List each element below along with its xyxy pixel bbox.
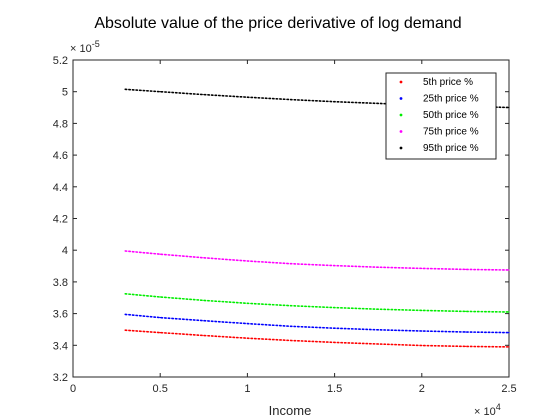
x-exponent-base: × 10 xyxy=(474,406,496,418)
y-tick-label: 4 xyxy=(62,245,68,257)
data-point xyxy=(421,267,423,270)
x-tick-label: 2 xyxy=(419,383,425,395)
legend-label: 50th price % xyxy=(423,110,479,121)
data-point xyxy=(290,325,292,327)
x-axis-title: Income xyxy=(269,403,312,418)
x-tick-label: 0 xyxy=(70,383,76,395)
data-point xyxy=(421,309,423,312)
data-point xyxy=(464,268,466,270)
data-point xyxy=(464,310,466,312)
data-point xyxy=(124,293,126,295)
data-point xyxy=(464,345,466,348)
legend-marker xyxy=(399,80,403,84)
data-point xyxy=(159,296,161,298)
x-axis: 0 0.5 1 1.5 2 2.5 xyxy=(70,60,517,395)
series-line xyxy=(124,250,510,271)
legend-box xyxy=(385,72,497,160)
series-layer xyxy=(124,88,510,348)
data-point xyxy=(334,341,336,344)
x-tick-label: 1.5 xyxy=(327,383,342,395)
x-tick-label: 0.5 xyxy=(153,383,168,395)
legend-label: 5th price % xyxy=(423,77,473,88)
legend-marker xyxy=(399,113,403,117)
y-tick-label: 4.8 xyxy=(53,118,68,130)
data-point xyxy=(290,99,292,101)
y-exponent-base: × 10 xyxy=(70,43,92,55)
legend-marker xyxy=(399,97,403,100)
series-line xyxy=(124,292,510,313)
y-tick-label: 5 xyxy=(62,87,68,99)
legend-marker xyxy=(399,146,403,150)
y-tick-label: 3.4 xyxy=(53,340,68,352)
data-point xyxy=(159,253,161,255)
legend-label: 75th price % xyxy=(423,127,479,138)
data-point xyxy=(124,313,126,315)
data-point xyxy=(377,266,379,268)
data-point xyxy=(246,260,248,262)
x-axis-exponent: × 104 xyxy=(474,402,501,418)
data-point xyxy=(290,305,292,307)
data-point xyxy=(159,332,161,334)
y-tick-label: 3.2 xyxy=(53,372,68,384)
data-point xyxy=(334,264,336,267)
data-point xyxy=(159,316,161,319)
y-tick-label: 5.2 xyxy=(53,55,68,67)
data-point xyxy=(508,106,510,109)
data-point xyxy=(377,329,379,331)
y-tick-label: 4.2 xyxy=(53,214,68,226)
y-axis: 3.2 3.4 3.6 3.8 4 4.2 4.4 4.6 4.8 5 5.2 xyxy=(53,55,509,384)
data-point xyxy=(159,91,161,93)
data-point xyxy=(124,250,126,252)
data-point xyxy=(377,308,379,310)
data-point xyxy=(124,88,126,90)
series-line xyxy=(124,329,510,348)
data-point xyxy=(377,343,379,345)
data-point xyxy=(508,346,510,348)
data-point xyxy=(508,269,510,271)
data-point xyxy=(203,93,205,96)
data-point xyxy=(334,101,336,103)
y-exponent-power: -5 xyxy=(92,39,100,49)
data-point xyxy=(246,337,248,339)
data-point xyxy=(203,299,205,302)
data-point xyxy=(290,263,292,265)
legend-label: 95th price % xyxy=(423,143,479,154)
data-point xyxy=(421,344,423,347)
data-point xyxy=(203,257,205,259)
data-point xyxy=(334,327,336,329)
data-point xyxy=(508,311,510,313)
legend: 5th price % 25th price % 50th price % 75th … xyxy=(385,72,497,160)
legend-marker xyxy=(399,130,403,133)
x-tick-label: 2.5 xyxy=(501,383,516,395)
svg-text:× 10-5: × 10-5 xyxy=(70,39,100,55)
data-point xyxy=(334,306,336,309)
y-tick-label: 4.6 xyxy=(53,150,68,162)
y-tick-label: 3.8 xyxy=(53,277,68,289)
series-line xyxy=(124,313,510,334)
data-point xyxy=(124,329,126,331)
svg-text:× 104: × 104 xyxy=(474,402,501,418)
data-point xyxy=(508,332,510,334)
data-point xyxy=(421,330,423,332)
data-point xyxy=(203,334,205,337)
data-point xyxy=(290,339,292,342)
data-point xyxy=(377,102,379,105)
x-exponent-power: 4 xyxy=(496,402,501,412)
data-point xyxy=(246,322,248,325)
data-point xyxy=(246,96,248,98)
y-axis-exponent: × 10-5 xyxy=(70,39,100,55)
chart-title: Absolute value of the price derivative o… xyxy=(94,15,461,32)
legend-label: 25th price % xyxy=(423,94,479,105)
y-tick-label: 4.4 xyxy=(53,182,68,194)
y-tick-label: 3.6 xyxy=(53,309,68,321)
data-point xyxy=(246,302,248,304)
data-point xyxy=(203,320,205,322)
data-point xyxy=(464,331,466,333)
x-tick-label: 1 xyxy=(244,383,250,395)
